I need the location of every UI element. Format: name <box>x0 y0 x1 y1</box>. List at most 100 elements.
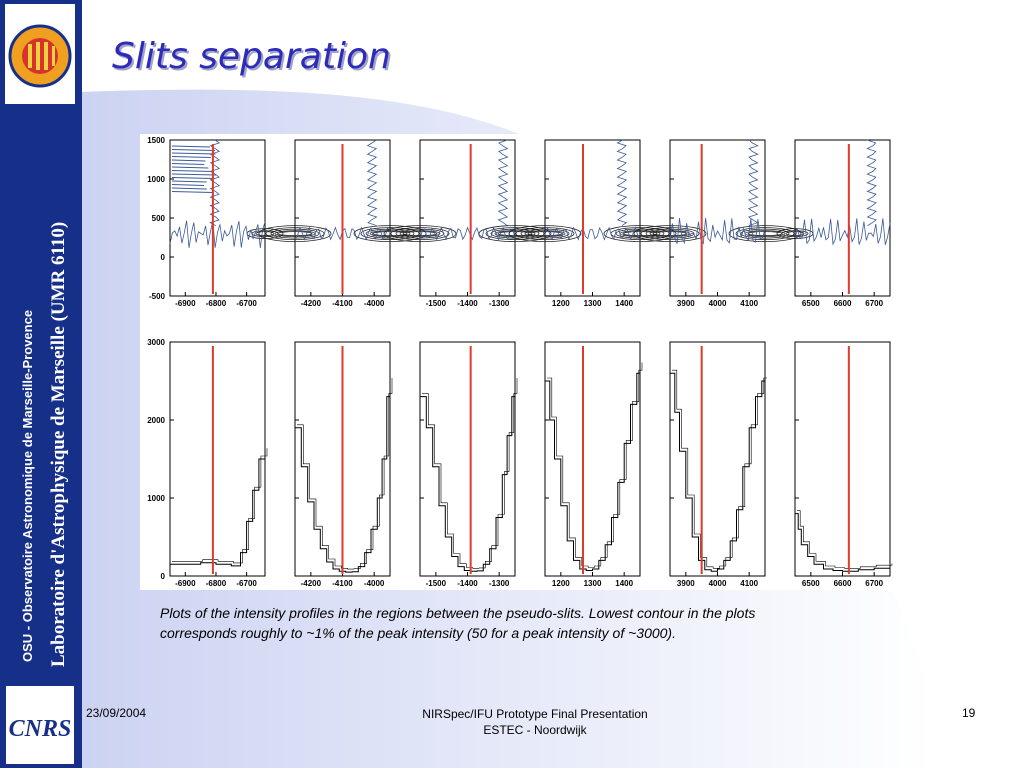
contour-level <box>369 230 411 237</box>
x-tick-label: -6800 <box>206 579 227 588</box>
slide-title: Slits separation <box>112 36 391 77</box>
noise-contour <box>171 187 207 190</box>
contour-level <box>399 230 441 237</box>
noise-contour <box>171 166 209 169</box>
intensity-profile-secondary <box>297 378 393 570</box>
x-tick-label: 6600 <box>834 299 852 308</box>
x-tick-label: 4000 <box>709 299 727 308</box>
contour-level <box>640 227 700 240</box>
x-tick-label: 1400 <box>615 579 633 588</box>
x-tick-label: -4000 <box>364 579 385 588</box>
x-tick-label: -4100 <box>332 579 353 588</box>
contour-level <box>622 231 658 236</box>
edge-contour <box>366 139 378 226</box>
footer-location: ESTEC - Noordwijk <box>483 723 587 737</box>
panel-frame <box>169 341 266 577</box>
institute-line-1: OSU - Observatoire Astronomique de Marse… <box>20 310 35 662</box>
contour-level <box>372 231 408 236</box>
university-logo <box>5 4 75 104</box>
x-tick-label: -6700 <box>236 299 257 308</box>
outer-contour <box>169 220 266 248</box>
intensity-profile <box>670 372 765 572</box>
noise-contour <box>171 191 213 193</box>
contour-level <box>277 231 313 236</box>
contour-level <box>728 225 802 242</box>
x-tick-label: 1400 <box>615 299 633 308</box>
contour-level <box>255 231 275 236</box>
contour-level <box>258 225 332 242</box>
noise-contour <box>171 184 205 186</box>
x-tick-label: 6700 <box>865 579 883 588</box>
intensity-profile <box>795 513 891 572</box>
y-tick-label: 1000 <box>147 175 165 184</box>
noise-contour <box>171 170 214 172</box>
noise-contour <box>171 180 207 183</box>
contour-level <box>478 225 552 242</box>
figure-canvas: 1500 1000 500 0 -500 -6900 -6800 -6700 -4200 -410… <box>147 136 893 588</box>
contour-level <box>785 231 805 236</box>
noise-contour <box>171 156 211 158</box>
caption-line-1: Plots of the intensity profiles in the r… <box>160 605 756 621</box>
noise-contour <box>171 152 216 155</box>
cnrs-logo-text: CNRS <box>9 716 72 742</box>
edge-contour <box>747 139 759 226</box>
panel-frame <box>669 341 766 577</box>
x-tick-label: 3900 <box>677 299 695 308</box>
intensity-profile <box>170 451 266 567</box>
noise-contour <box>171 177 213 179</box>
x-tick-label: -6800 <box>206 299 227 308</box>
y-tick-label: 0 <box>161 572 166 581</box>
contour-level <box>497 231 533 236</box>
y-tick-label: 1500 <box>147 136 165 145</box>
x-tick-label: 6700 <box>865 299 883 308</box>
noise-contour <box>171 145 211 148</box>
x-tick-label: 1200 <box>552 299 570 308</box>
noise-contour <box>171 159 206 162</box>
x-tick-label: -4100 <box>332 299 353 308</box>
intensity-profile <box>420 381 516 572</box>
panel-frame <box>794 341 891 577</box>
edge-contour <box>866 139 877 226</box>
page-number: 19 <box>962 706 976 720</box>
intensity-profile-secondary <box>797 510 893 569</box>
y-tick-label: 2000 <box>147 416 165 425</box>
noise-contour <box>171 163 205 165</box>
intensity-profile-secondary <box>172 448 268 564</box>
contour-level <box>508 225 582 242</box>
x-tick-label: -1300 <box>489 299 510 308</box>
x-tick-label: 1300 <box>584 299 602 308</box>
x-tick-label: 4100 <box>740 579 758 588</box>
intensity-profile-secondary <box>547 362 643 568</box>
intensity-profile <box>545 365 641 571</box>
panel-frame <box>794 139 891 297</box>
figure-caption: Plots of the intensity profiles in the r… <box>160 603 920 643</box>
x-tick-label: 6500 <box>802 299 820 308</box>
edge-contour <box>209 139 221 226</box>
outer-contour <box>544 226 641 241</box>
institute-line-2: Laboratoire d'Astrophysique de Marseille… <box>48 222 69 667</box>
contour-level <box>527 231 563 236</box>
x-tick-label: -6900 <box>175 299 196 308</box>
edge-contour <box>616 139 628 226</box>
cnrs-logo: CNRS <box>6 686 74 764</box>
x-tick-label: 1300 <box>584 579 602 588</box>
intensity-profile-secondary <box>672 369 767 569</box>
contour-level <box>515 227 575 240</box>
y-tick-label: -500 <box>149 292 166 301</box>
y-tick-label: 500 <box>152 214 166 223</box>
x-tick-label: -1300 <box>489 579 510 588</box>
intensity-profile <box>295 381 391 573</box>
slit-profile-figure: 1500 1000 500 0 -500 -6900 -6800 -6700 -4200 -410… <box>140 134 897 590</box>
panel-frame <box>419 139 516 297</box>
footer-date: 23/09/2004 <box>86 706 147 720</box>
intensity-profile-secondary <box>422 378 518 569</box>
outer-contour <box>669 217 766 245</box>
x-tick-label: -1500 <box>426 579 447 588</box>
contour-level <box>520 228 570 239</box>
institute-name: OSU - Observatoire Astronomique de Marse… <box>20 222 69 667</box>
x-tick-label: -4200 <box>301 579 322 588</box>
x-tick-label: 4100 <box>740 299 758 308</box>
contour-level <box>735 227 795 240</box>
noise-contour <box>171 149 216 151</box>
y-tick-label: 0 <box>161 253 166 262</box>
